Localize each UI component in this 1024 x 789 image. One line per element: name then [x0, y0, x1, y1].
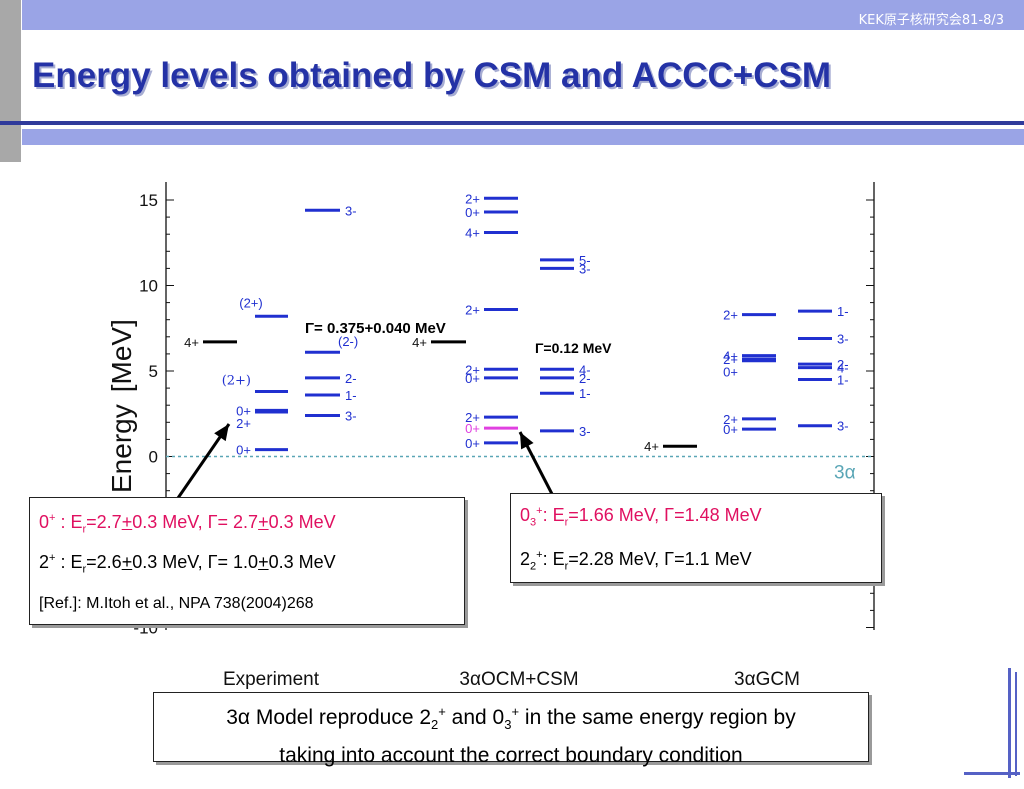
level-label: 0+ [465, 436, 480, 451]
title-rule [0, 121, 1024, 125]
y-axis-label-unit: [MeV] [106, 319, 137, 392]
exp-zero-plus-line: 0+ : Er=2.7+0.3 MeV, Γ= 2.7+0.3 MeV [39, 512, 336, 536]
level-label: 2+ [465, 302, 480, 317]
level-label: 0+ [723, 422, 738, 437]
ocm-values-box: 03+: Er=1.66 MeV, Γ=1.48 MeV 22+: Er=2.2… [510, 493, 882, 583]
y-tick-label: 0 [149, 448, 158, 467]
level-label: 2- [345, 371, 357, 386]
y-tick-label: 5 [149, 362, 158, 381]
level-label: 3- [837, 332, 849, 347]
labels-layer: 4+(2+)(2+)0+2+0+3-(2-)2-1-3-4+2+0+4+2+2+… [184, 191, 848, 457]
level-label: 4- [837, 361, 849, 376]
ocm-two-two-line: 22+: Er=2.28 MeV, Γ=1.1 MeV [520, 549, 752, 573]
level-label: 0+ [723, 365, 738, 380]
conclusion-line-1: 3α Model reproduce 22+ and 03+ in the sa… [226, 704, 796, 733]
level-label: 4+ [465, 225, 480, 240]
level-label: 3- [345, 203, 357, 218]
level-label: 2+ [465, 362, 480, 377]
ocm-zero-three-line: 03+: Er=1.66 MeV, Γ=1.48 MeV [520, 505, 762, 529]
y-axis-label-main: Energy [106, 404, 137, 493]
level-label: 2- [579, 371, 591, 386]
level-label: 4+ [723, 349, 738, 364]
title-band [22, 129, 1024, 145]
level-label: 0+ [465, 371, 480, 386]
level-label: 2+ [723, 352, 738, 367]
width-note-csm: Γ= 0.375+0.040 MeV [305, 320, 446, 337]
level-label: 2+ [723, 308, 738, 323]
level-label: 2+ [723, 412, 738, 427]
arrow-to-exp-head [214, 424, 229, 442]
exp-two-plus-line: 2+ : Er=2.6+0.3 MeV, Γ= 1.0+0.3 MeV [39, 552, 336, 576]
y-axis-label: Energy [MeV] [106, 319, 137, 493]
exp-values-box: 0+ : Er=2.7+0.3 MeV, Γ= 2.7+0.3 MeV 2+ :… [29, 497, 465, 625]
conclusion-box: 3α Model reproduce 22+ and 03+ in the sa… [153, 692, 869, 767]
level-label: (2+) [239, 295, 262, 310]
level-label: (2-) [338, 334, 358, 349]
level-label: 2- [837, 357, 849, 372]
level-label: 3- [345, 408, 357, 423]
category-label: 3αGCM [734, 669, 800, 690]
width-note-ocm: Γ=0.12 MeV [535, 340, 612, 356]
level-label: 0+ [236, 443, 251, 458]
level-label: (2+) [222, 374, 251, 389]
level-label: 0+ [465, 205, 480, 220]
level-label: 5- [579, 253, 591, 268]
corner-deco-horizontal [964, 772, 1020, 775]
level-label: 4+ [412, 335, 427, 350]
top-banner: KEK原子核研究会81-8/3 [22, 0, 1024, 30]
threshold-label: 3α [834, 463, 856, 484]
level-label: 1- [345, 388, 357, 403]
level-label: 1- [837, 373, 849, 388]
level-label: 2+ [465, 191, 480, 206]
level-label: 1- [837, 304, 849, 319]
y-tick-label: 15 [139, 191, 158, 210]
level-label: 3- [579, 261, 591, 276]
level-label: 1- [579, 386, 591, 401]
level-label: 3- [837, 419, 849, 434]
category-label: Experiment [223, 669, 320, 690]
corner-deco-vertical-2 [1015, 672, 1017, 776]
level-label: 0+ [465, 421, 480, 436]
level-label: 2+ [465, 410, 480, 425]
level-label: 2+ [236, 416, 251, 431]
level-label: 0+ [236, 403, 251, 418]
slide-title: Energy levels obtained by CSM and ACCC+C… [32, 56, 832, 95]
arrow-to-ocm-head [520, 432, 534, 450]
level-label: 3- [579, 424, 591, 439]
level-label: 4+ [184, 335, 199, 350]
arrows-layer [176, 423, 554, 499]
footer-tag: KEK原子核研究会81-8/3 [858, 13, 1004, 28]
levels-layer [203, 196, 832, 452]
category-label: 3αOCM+CSM [459, 669, 578, 690]
reference-line: [Ref.]: M.Itoh et al., NPA 738(2004)268 [39, 595, 314, 612]
level-label: 4+ [644, 439, 659, 454]
conclusion-line-2: taking into account the correct boundary… [279, 744, 743, 768]
corner-deco-vertical-1 [1008, 668, 1011, 778]
level-label: 4- [579, 362, 591, 377]
y-tick-label: 10 [139, 277, 158, 296]
